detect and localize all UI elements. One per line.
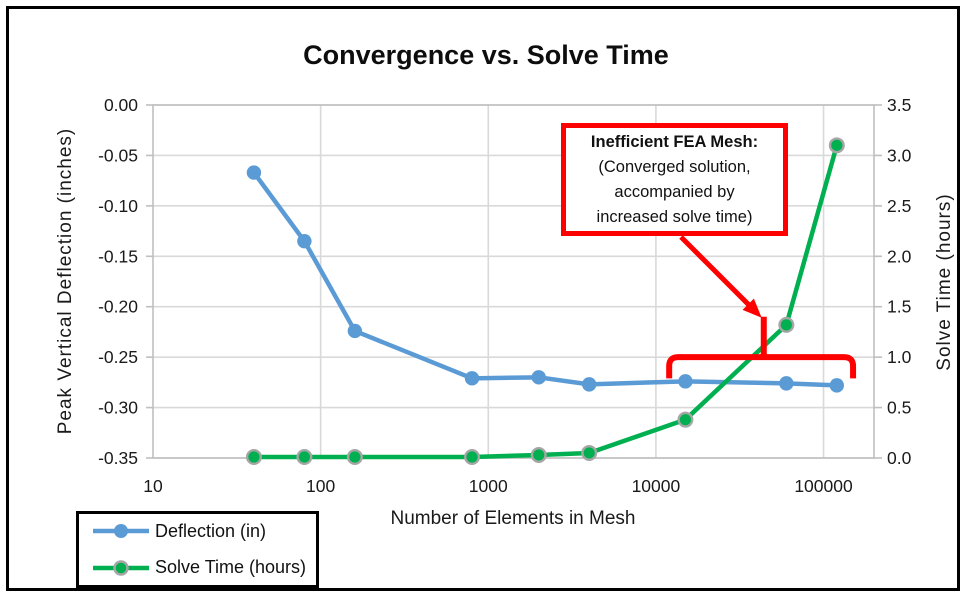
annotation-heading: Inefficient FEA Mesh: bbox=[590, 132, 759, 151]
y-left-tick-label: -0.05 bbox=[98, 145, 138, 165]
y-right-tick-label: 3.0 bbox=[887, 145, 912, 165]
deflection-line-marker-icon bbox=[93, 524, 149, 539]
x-tick-label: 10000 bbox=[632, 476, 681, 496]
data-point-marker bbox=[297, 233, 312, 249]
y-right-tick-label: 2.0 bbox=[887, 246, 912, 266]
y-left-tick-label: -0.15 bbox=[98, 246, 138, 266]
y-right-tick-label: 0.0 bbox=[887, 448, 912, 468]
annotation-bracket bbox=[666, 354, 857, 379]
data-point-marker bbox=[779, 376, 794, 391]
legend-item-deflection: Deflection (in) bbox=[93, 514, 316, 549]
chart-outer-border bbox=[6, 6, 960, 591]
legend-item-solve-time: Solve Time (hours) bbox=[93, 551, 316, 586]
axis-ticks bbox=[146, 104, 882, 459]
data-point-marker bbox=[246, 165, 262, 180]
y-left-tick-label: -0.10 bbox=[98, 196, 138, 216]
x-tick-label: 1000 bbox=[469, 476, 508, 496]
data-point-marker bbox=[829, 378, 845, 393]
annotation-line: accompanied by bbox=[614, 182, 735, 201]
y-left-tick-label: -0.25 bbox=[98, 347, 138, 367]
data-point-marker bbox=[464, 371, 480, 386]
legend-marker-icon bbox=[113, 560, 129, 576]
data-point-marker bbox=[296, 448, 313, 465]
legend-label: Deflection (in) bbox=[155, 520, 267, 541]
data-point-marker bbox=[347, 323, 363, 339]
x-tick-label: 10 bbox=[143, 476, 163, 496]
y-left-tick-label: -0.35 bbox=[98, 448, 138, 468]
y-left-tick-label: 0.00 bbox=[104, 95, 138, 115]
data-point-marker bbox=[531, 370, 546, 385]
annotation-pointer bbox=[666, 235, 857, 379]
annotation-line: increased solve time) bbox=[596, 207, 753, 226]
y-right-tick-labels: 3.5 3.0 2.5 2.0 1.5 1.0 0.5 0.0 bbox=[887, 95, 912, 468]
y-right-tick-label: 1.0 bbox=[887, 347, 912, 367]
annotation-callout-box: Inefficient FEA Mesh: (Converged solutio… bbox=[561, 123, 788, 236]
deflection-series bbox=[246, 165, 845, 393]
annotation-line: (Converged solution, bbox=[598, 157, 751, 176]
data-point-marker bbox=[828, 137, 845, 154]
data-point-marker bbox=[677, 411, 694, 428]
y-right-tick-label: 2.5 bbox=[887, 196, 911, 216]
data-point-marker bbox=[530, 446, 547, 463]
plot-border bbox=[152, 104, 875, 459]
legend-marker-icon bbox=[114, 524, 128, 539]
x-tick-labels: 10 100 1000 10000 100000 bbox=[143, 476, 853, 496]
y-left-axis-title: Peak Vertical Deflection (inches) bbox=[55, 127, 76, 435]
x-tick-label: 100000 bbox=[794, 476, 853, 496]
y-right-axis-title: Solve Time (hours) bbox=[934, 193, 955, 371]
x-axis-title: Number of Elements in Mesh bbox=[390, 508, 636, 529]
legend-label: Solve Time (hours) bbox=[155, 557, 307, 578]
y-left-tick-label: -0.20 bbox=[98, 297, 138, 317]
y-left-tick-label: -0.30 bbox=[98, 398, 138, 418]
gridlines bbox=[152, 104, 875, 459]
solve-time-line-marker-icon bbox=[93, 560, 149, 576]
data-point-marker bbox=[581, 377, 597, 392]
x-tick-label: 100 bbox=[306, 476, 335, 496]
y-right-tick-label: 1.5 bbox=[887, 297, 911, 317]
chart-title: Convergence vs. Solve Time bbox=[303, 40, 669, 70]
y-right-tick-label: 0.5 bbox=[887, 398, 911, 418]
data-point-marker bbox=[778, 316, 795, 333]
y-left-tick-labels: 0.00 -0.05 -0.10 -0.15 -0.20 -0.25 -0.30 -0.35 bbox=[98, 95, 138, 468]
data-point-marker bbox=[581, 444, 598, 461]
legend: Deflection (in) Solve Time (hours) bbox=[76, 511, 319, 588]
data-point-marker bbox=[464, 448, 481, 465]
data-point-marker bbox=[346, 448, 363, 465]
y-right-tick-label: 3.5 bbox=[887, 95, 911, 115]
data-point-marker bbox=[678, 374, 693, 389]
annotation-arrow bbox=[679, 235, 762, 318]
data-point-marker bbox=[245, 448, 262, 465]
